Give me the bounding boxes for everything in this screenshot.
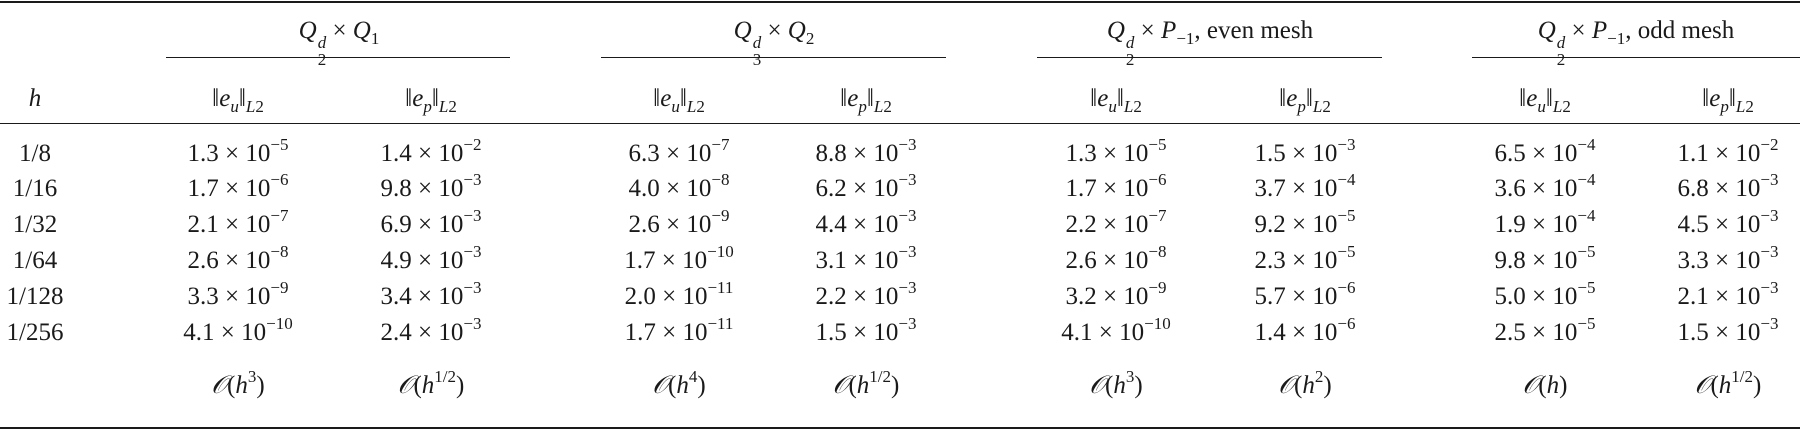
table-cell: 3.3 × 10−3 [1677,242,1779,274]
top-rule [0,1,1800,3]
group-underline-4 [1472,57,1800,59]
table-cell: 3.3 × 10−9 [187,278,289,310]
table-cell: 1.3 × 10−5 [187,135,289,167]
table-cell: 2.6 × 10−9 [628,206,730,238]
row-h-value: 1/16 [12,175,58,202]
table-cell: 5.7 × 10−6 [1254,278,1356,310]
bottom-rule [0,427,1800,429]
table-cell: 3.7 × 10−4 [1254,170,1356,202]
table-cell: 1.5 × 10−3 [815,314,917,346]
table-cell: 1.5 × 10−3 [1677,314,1779,346]
table-cell: 1.5 × 10−3 [1254,135,1356,167]
group-underline-3 [1037,57,1382,59]
table-cell: 2.6 × 10−8 [187,242,289,274]
table-cell: 9.8 × 10−3 [380,170,482,202]
table-cell: 6.2 × 10−3 [815,170,917,202]
rate-cell: 𝒪(h4) [652,367,706,399]
table-cell: 4.1 × 10−10 [1061,314,1171,346]
table-cell: 2.5 × 10−5 [1494,314,1596,346]
row-h-value: 1/8 [19,140,51,167]
col-header-eu-4: ‖eu‖L2 [1519,85,1571,116]
table-cell: 2.0 × 10−11 [624,278,734,310]
table-cell: 2.4 × 10−3 [380,314,482,346]
row-h-value: 1/32 [12,211,58,238]
table-cell: 4.4 × 10−3 [815,206,917,238]
row-h-value: 1/64 [12,247,58,274]
rate-cell: 𝒪(h1/2) [1694,367,1762,399]
table-cell: 9.8 × 10−5 [1494,242,1596,274]
col-header-eu-1: ‖eu‖L2 [212,85,264,116]
table-cell: 1.7 × 10−6 [187,170,289,202]
row-h-value: 1/128 [6,283,64,310]
table-cell: 6.3 × 10−7 [628,135,730,167]
table-cell: 2.6 × 10−8 [1065,242,1167,274]
table-cell: 2.1 × 10−7 [187,206,289,238]
table-cell: 1.1 × 10−2 [1677,135,1779,167]
table-cell: 6.9 × 10−3 [380,206,482,238]
table-cell: 6.8 × 10−3 [1677,170,1779,202]
table-cell: 2.1 × 10−3 [1677,278,1779,310]
table-cell: 1.7 × 10−10 [624,242,734,274]
table-cell: 3.4 × 10−3 [380,278,482,310]
table-cell: 4.5 × 10−3 [1677,206,1779,238]
group-underline-1 [166,57,510,59]
table-cell: 9.2 × 10−5 [1254,206,1356,238]
rate-cell: 𝒪(h1/2) [397,367,465,399]
table-cell: 8.8 × 10−3 [815,135,917,167]
table-cell: 1.7 × 10−6 [1065,170,1167,202]
table-cell: 3.1 × 10−3 [815,242,917,274]
table-cell: 1.4 × 10−6 [1254,314,1356,346]
table-cell: 5.0 × 10−5 [1494,278,1596,310]
rate-cell: 𝒪(h2) [1278,367,1332,399]
col-header-ep-2: ‖ep‖L2 [840,85,892,116]
table-cell: 3.6 × 10−4 [1494,170,1596,202]
table-cell: 1.4 × 10−2 [380,135,482,167]
table-cell: 4.9 × 10−3 [380,242,482,274]
h-column-header: h [28,85,42,112]
col-header-ep-1: ‖ep‖L2 [405,85,457,116]
table-cell: 2.3 × 10−5 [1254,242,1356,274]
header-rule [0,123,1800,125]
table-cell: 6.5 × 10−4 [1494,135,1596,167]
rate-cell: 𝒪(h3) [211,367,265,399]
col-header-ep-4: ‖ep‖L2 [1702,85,1754,116]
rate-cell: 𝒪(h3) [1089,367,1143,399]
rate-cell: 𝒪(h) [1522,370,1568,399]
rate-cell: 𝒪(h1/2) [832,367,900,399]
col-header-eu-2: ‖eu‖L2 [653,85,705,116]
table-cell: 3.2 × 10−9 [1065,278,1167,310]
table-cell: 1.9 × 10−4 [1494,206,1596,238]
table-cell: 2.2 × 10−7 [1065,206,1167,238]
table-cell: 1.7 × 10−11 [624,314,734,346]
group-underline-2 [601,57,946,59]
table-cell: 4.1 × 10−10 [183,314,293,346]
row-h-value: 1/256 [6,319,64,346]
col-header-ep-3: ‖ep‖L2 [1279,85,1331,116]
table-cell: 1.3 × 10−5 [1065,135,1167,167]
col-header-eu-3: ‖eu‖L2 [1090,85,1142,116]
table-cell: 4.0 × 10−8 [628,170,730,202]
table-cell: 2.2 × 10−3 [815,278,917,310]
